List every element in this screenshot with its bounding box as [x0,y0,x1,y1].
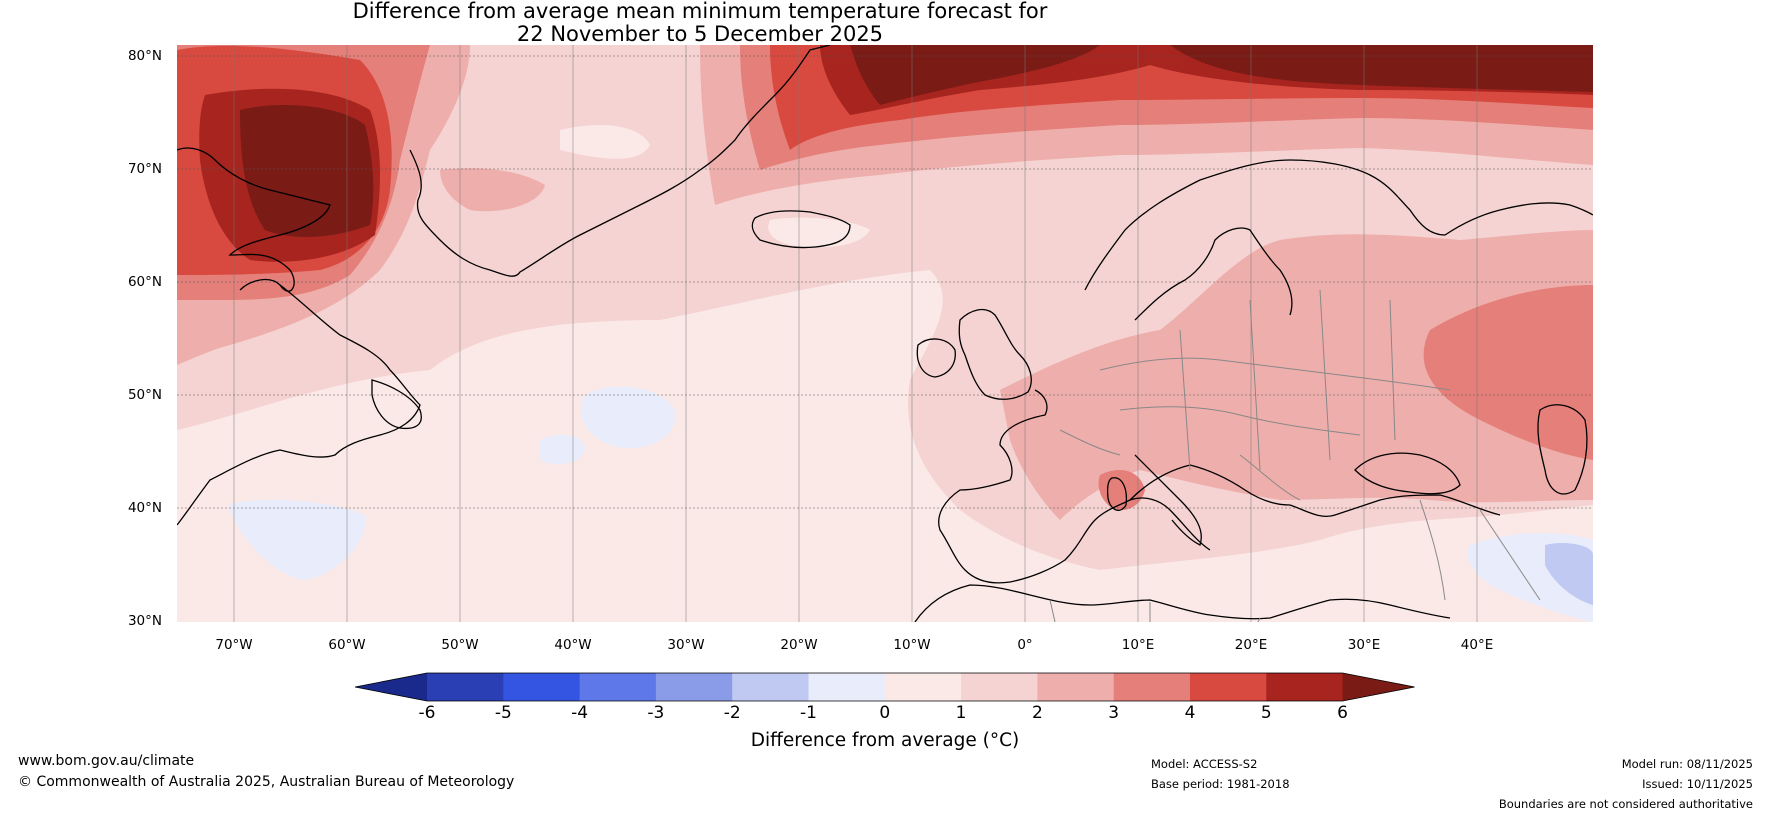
colorbar-swatch [427,673,504,701]
lon-label-10e: 10°E [1121,637,1155,653]
border-europe-c [1179,289,1396,471]
lat-label-60n: 60°N [127,274,162,290]
lon-label-30e: 30°E [1347,637,1381,653]
lon-label-10w: 10°W [893,637,931,653]
anomaly-zone-gt6-arctic-b [1170,45,1593,92]
lon-label-40e: 40°E [1460,637,1494,653]
lon-label-0: 0° [1017,637,1033,653]
colorbar-tick: 4 [1184,703,1196,723]
country-borders [1049,289,1541,622]
colorbar-tick: -1 [800,703,817,723]
lon-label-20e: 20°E [1234,637,1268,653]
coast-baffin [177,147,331,292]
colorbar-extend-low [355,673,427,701]
anomaly-zone-0-1-iceland [768,217,870,248]
coast-sardinia [1106,477,1128,511]
colorbar-tick: 1 [955,703,967,723]
anomaly-zone-2-3-europe [1000,230,1593,520]
anomaly-zone-3-4-russia [1423,285,1593,460]
lat-label-70n: 70°N [127,161,162,177]
anomaly-zone-0-1-east [1100,505,1593,622]
lon-label-70w: 70°W [215,637,253,653]
map-title-line1: Difference from average mean minimum tem… [352,0,1048,23]
colorbar-tick: -6 [418,703,436,723]
colorbar-swatch [655,673,733,701]
colorbar-swatch [808,673,886,701]
map-title-line2: 22 November to 5 December 2025 [516,22,884,46]
footer-website: www.bom.gov.au/climate [18,753,195,769]
coast-italy [1134,454,1202,546]
footer-base-period: Base period: 1981-2018 [1151,777,1290,791]
coast-black-sea [1354,452,1461,495]
anomaly-zone-neg1-0-b [540,434,585,465]
lat-label-50n: 50°N [127,387,162,403]
border-middle-east [1419,499,1541,601]
lon-label-60w: 60°W [328,637,366,653]
anomaly-zone-neg1-0-a [581,386,676,449]
colorbar-tick: 3 [1108,703,1120,723]
colorbar-label: Difference from average (°C) [750,730,1020,751]
coastlines [177,45,1593,622]
colorbar-tick: -4 [571,703,589,723]
colorbar-tick: -3 [647,703,665,723]
anomaly-zone-0-1-mid [560,125,650,159]
coast-scandinavia [1084,159,1593,291]
colorbar-swatch [884,673,962,701]
coast-ireland [916,338,956,378]
lon-label-50w: 50°W [441,637,479,653]
border-europe-b [1119,406,1361,436]
lon-label-40w: 40°W [554,637,592,653]
anomaly-zone-neg2-1 [1545,543,1593,605]
colorbar [354,672,1415,702]
colorbar-tick: 2 [1031,703,1043,723]
colorbar-tick: -2 [723,703,741,723]
anomaly-zone-gt6-baffin [240,105,374,237]
colorbar-swatch [1113,673,1191,701]
coast-sweden [1134,227,1293,321]
footer-model: Model: ACCESS-S2 [1151,757,1258,771]
coast-newfoundland [371,379,422,430]
lat-label-80n: 80°N [127,48,162,64]
footer-model-run: Model run: 08/11/2025 [1621,757,1753,771]
colorbar-swatch [503,673,581,701]
coast-north-africa [914,584,1451,622]
colorbar-tick: 5 [1260,703,1272,723]
coast-caspian [1537,404,1588,495]
footer-issued: Issued: 10/11/2025 [1642,777,1753,791]
colorbar-swatch [579,673,657,701]
colorbar-swatch [1266,673,1344,701]
colorbar-swatch [1190,673,1267,701]
footer-disclaimer: Boundaries are not considered authoritat… [1498,797,1753,811]
colorbar-tick: 6 [1337,703,1348,723]
colorbar-outline [354,672,1415,702]
coast-iceland [751,210,851,249]
lat-label-40n: 40°N [127,500,162,516]
colorbar-swatch [1037,673,1115,701]
colorbar-tick: 0 [879,703,891,723]
border-europe-a [1099,357,1451,391]
colorbar-swatch [732,673,809,701]
colorbar-tick: -5 [494,703,512,723]
border-north-africa [1049,599,1261,622]
anomaly-zone-neg1-0-c [228,499,366,580]
graticule-meridians [233,45,1478,622]
anomaly-zone-2-3-east-greenland [440,168,545,212]
graticule [177,55,1593,509]
colorbar-swatch [961,673,1038,701]
lon-label-20w: 20°W [780,637,818,653]
footer-copyright: © Commonwealth of Australia 2025, Austra… [18,774,515,790]
coast-greenland [409,45,831,277]
coast-british-isles [958,308,1032,400]
border-europe-d [1059,429,1301,501]
map-panel [177,45,1593,622]
lat-label-30n: 30°N [127,613,162,629]
anomaly-zone-gt6-arctic-a [850,45,1100,105]
coast-labrador [177,284,421,526]
colorbar-extend-high [1342,673,1415,701]
lon-label-30w: 30°W [667,637,705,653]
